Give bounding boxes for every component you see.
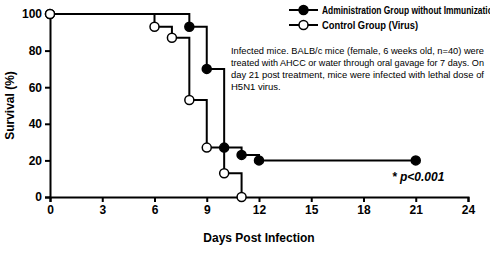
tick: 20 [29, 154, 50, 168]
series-marker [202, 143, 211, 152]
series-line [50, 14, 242, 197]
tick-mark [154, 197, 156, 202]
series-line [50, 14, 416, 160]
series-marker [220, 169, 229, 178]
tick-label: 24 [462, 203, 476, 217]
legend-label: Control Group (Virus) [322, 19, 418, 31]
tick: 0 [47, 197, 54, 217]
tick-mark [363, 197, 365, 202]
chart-svg: 0 3 6 9 12 15 18 21 24 0 20 40 60 80 100 Days Post Infe… [0, 0, 490, 253]
tick-label: 3 [99, 203, 106, 217]
tick: 40 [29, 117, 50, 131]
series-marker [150, 22, 159, 31]
tick-mark [415, 197, 417, 202]
tick-mark [259, 197, 261, 202]
series-marker [185, 96, 194, 105]
p-value-annotation: * p<0.001 [392, 170, 445, 184]
tick-label: 6 [152, 203, 159, 217]
tick-label: 12 [253, 203, 267, 217]
series-marker [255, 156, 264, 165]
tick-label: 9 [204, 203, 211, 217]
tick-mark [45, 123, 50, 125]
y-axis-line [45, 15, 51, 198]
series-marker [46, 10, 55, 19]
tick-label: 20 [29, 154, 43, 168]
series-marker [411, 156, 420, 165]
series-marker [185, 22, 194, 31]
plot-area [46, 10, 421, 202]
tick-label: 21 [410, 203, 424, 217]
chart-container: 0 3 6 9 12 15 18 21 24 0 20 40 60 80 100 Days Post Infe… [0, 0, 490, 253]
tick: 0 [35, 190, 50, 204]
tick: 12 [253, 197, 267, 217]
tick: 3 [99, 197, 106, 217]
annotation-text: day 21 post treatment, mice were infecte… [231, 69, 484, 80]
tick: 15 [305, 197, 319, 217]
tick-mark [45, 87, 50, 89]
tick: 80 [29, 44, 50, 58]
tick: 21 [410, 197, 424, 217]
x-axis-title: Days Post Infection [203, 231, 314, 245]
tick-label: 0 [35, 190, 42, 204]
annotation-text: H5N1 virus. [231, 81, 281, 92]
tick-mark [102, 197, 104, 202]
tick-label: 15 [305, 203, 319, 217]
series-marker [237, 150, 246, 159]
tick: 9 [204, 197, 211, 217]
tick-mark [45, 197, 50, 199]
legend-label: Administration Group without Immunizatio… [322, 4, 490, 16]
tick-label: 40 [29, 117, 43, 131]
legend: Administration Group without Immunizatio… [289, 4, 490, 31]
annotation-text: treated with AHCC or water through oral … [231, 57, 484, 68]
tick-label: 80 [29, 44, 43, 58]
tick: 24 [462, 197, 476, 217]
tick-label: 18 [357, 203, 371, 217]
x-axis-line [51, 198, 469, 203]
tick-mark [206, 197, 208, 202]
tick-mark [45, 160, 50, 162]
tick-label: 0 [47, 203, 54, 217]
series-marker [237, 193, 246, 202]
tick-label: 60 [29, 81, 43, 95]
legend-marker [299, 21, 308, 30]
series-marker [46, 10, 55, 19]
tick: 60 [29, 81, 50, 95]
annotation-text: Infected mice. BALB/c mice (female, 6 we… [231, 45, 484, 56]
tick-mark [45, 50, 50, 52]
y-axis-title: Survival (%) [3, 71, 17, 140]
x-axis: 0 3 6 9 12 15 18 21 24 [47, 197, 475, 217]
series-marker [202, 64, 211, 73]
tick: 18 [357, 197, 371, 217]
legend-marker [299, 6, 308, 15]
tick: 6 [152, 197, 159, 217]
tick-mark [311, 197, 313, 202]
series-marker [167, 33, 176, 42]
tick-mark [468, 197, 470, 202]
y-axis: 0 20 40 60 80 100 [22, 7, 51, 204]
tick-label: 100 [22, 7, 42, 21]
